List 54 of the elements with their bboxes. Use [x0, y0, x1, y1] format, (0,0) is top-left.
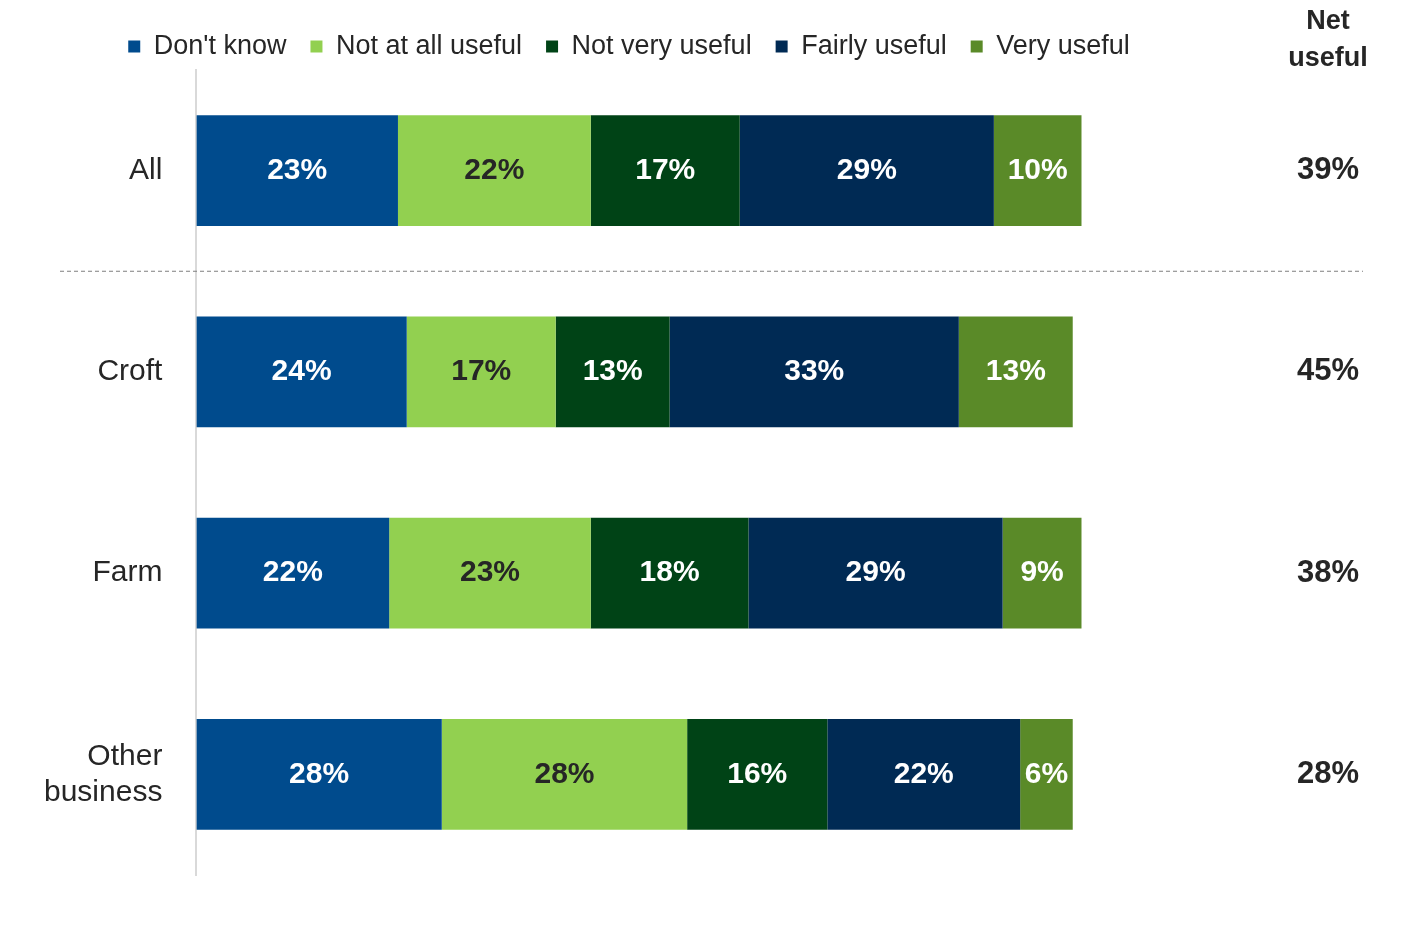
data-label: 23%	[267, 151, 328, 185]
data-label: 18%	[639, 554, 700, 588]
legend-label: Not very useful	[571, 29, 752, 60]
bar	[748, 517, 1003, 629]
text: 45%	[1296, 352, 1360, 388]
data-label: 29%	[845, 554, 906, 588]
bar	[196, 719, 442, 830]
bar	[196, 316, 407, 428]
data-label: 6%	[1024, 755, 1069, 789]
text: 39%	[1296, 151, 1360, 187]
data-label: 9%	[1020, 554, 1064, 588]
data-label: 10%	[1007, 151, 1068, 185]
data-label: 22%	[464, 151, 525, 185]
bar	[993, 115, 1082, 226]
data-label: 28%	[289, 755, 350, 789]
bar	[389, 517, 591, 629]
bar	[669, 316, 959, 428]
bar	[397, 115, 591, 226]
bar	[590, 517, 749, 629]
text: 38%	[1296, 553, 1360, 589]
bar	[406, 316, 556, 428]
text: 28%	[1296, 754, 1360, 790]
bar	[1020, 719, 1073, 830]
data-label: 17%	[451, 353, 512, 387]
data-label: 22%	[262, 554, 323, 588]
bar	[1002, 517, 1082, 629]
legend-label: Very useful	[996, 29, 1130, 60]
text: Net useful	[1288, 5, 1368, 73]
data-label: 29%	[836, 151, 897, 185]
data-label: 13%	[985, 353, 1046, 387]
bar	[196, 517, 390, 629]
bar	[739, 115, 994, 226]
bar	[590, 115, 740, 226]
data-label: 33%	[784, 353, 845, 387]
data-label: 17%	[635, 151, 696, 185]
data-label: 23%	[459, 554, 520, 588]
bar	[441, 719, 688, 830]
y-tick-label: All	[129, 151, 163, 185]
y-tick-label: Croft	[97, 353, 164, 387]
data-label: 13%	[582, 353, 643, 387]
bar	[555, 316, 670, 428]
y-tick-label: Farm	[92, 554, 163, 588]
bar	[687, 719, 828, 830]
legend-label: Don't know	[153, 29, 287, 60]
legend-label: Not at all useful	[335, 29, 523, 60]
bar	[196, 115, 398, 226]
y-tick-label: Other business	[44, 737, 163, 807]
data-label: 22%	[893, 755, 954, 789]
data-label: 24%	[271, 353, 332, 387]
data-label: 28%	[534, 755, 595, 789]
legend-label: Fairly useful	[801, 29, 947, 60]
bar	[827, 719, 1021, 830]
data-label: 16%	[727, 755, 788, 789]
bar	[958, 316, 1073, 428]
